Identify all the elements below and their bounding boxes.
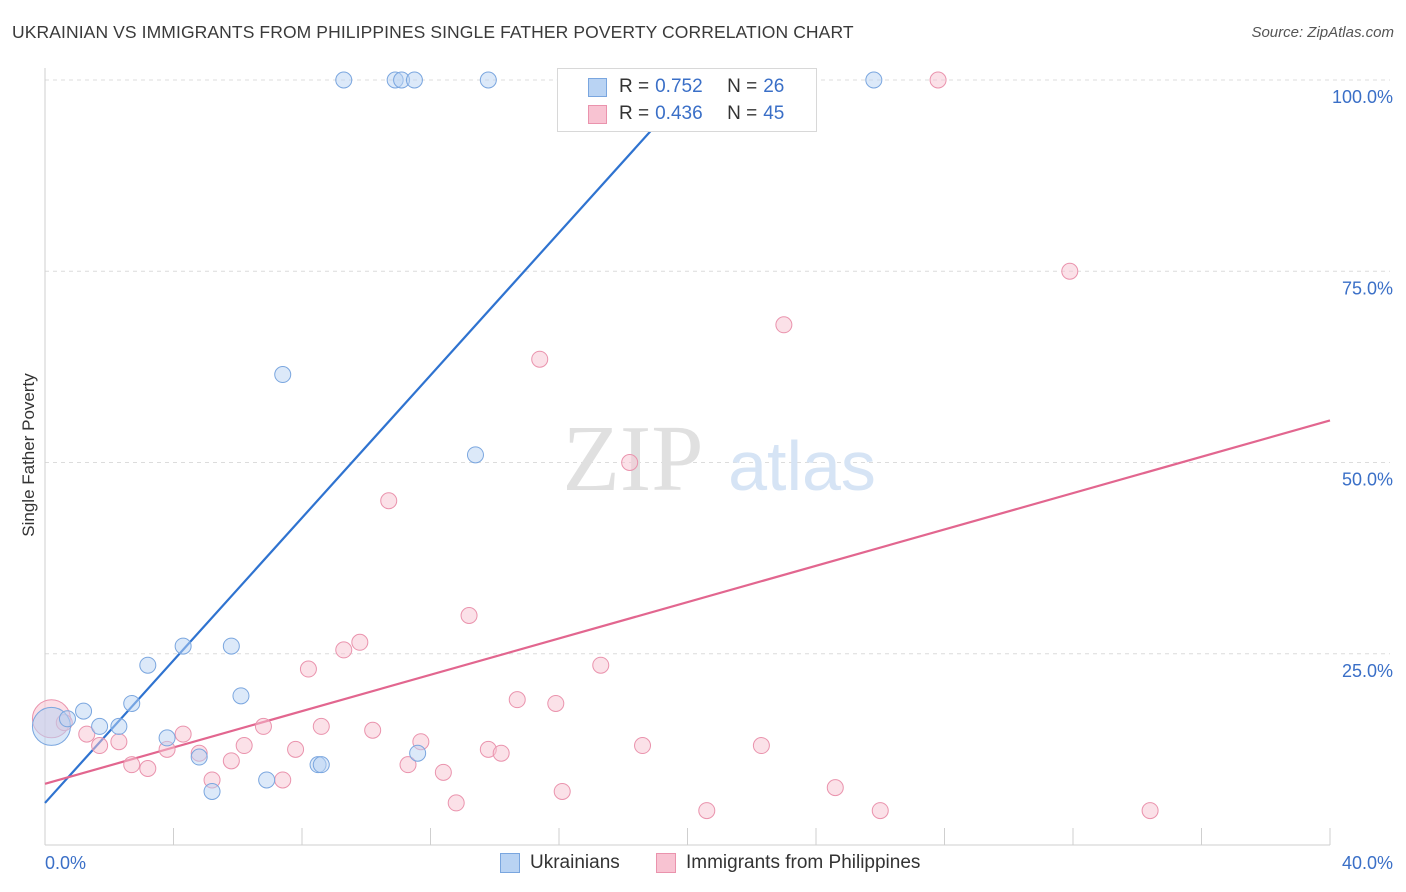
point-philippines	[634, 737, 652, 755]
point-philippines	[434, 763, 452, 781]
point-philippines	[1141, 802, 1159, 820]
watermark: ZIP atlas	[563, 407, 876, 511]
point-philippines	[399, 756, 417, 774]
point-philippines	[222, 752, 240, 770]
point-philippines	[235, 737, 253, 755]
point-philippines	[826, 779, 844, 797]
legend-row-ukrainians: R = 0.752 N = 26	[558, 74, 784, 100]
point-philippines	[174, 725, 192, 743]
point-ukrainians	[409, 744, 427, 762]
point-philippines	[775, 316, 793, 334]
legend-swatch-pink	[588, 104, 607, 124]
point-ukrainians	[258, 771, 276, 789]
legend-r-label: R =	[619, 103, 650, 124]
legend-swatch-blue	[500, 853, 520, 873]
point-philippines	[447, 794, 465, 812]
legend-item-ukrainians[interactable]: Ukrainians	[500, 852, 620, 874]
y-tick-label: 75.0%	[1342, 278, 1393, 298]
point-philippines	[547, 694, 565, 712]
point-ukrainians	[405, 71, 423, 89]
point-philippines	[351, 633, 369, 651]
point-philippines	[871, 802, 889, 820]
point-ukrainians	[479, 71, 497, 89]
point-philippines	[312, 717, 330, 735]
point-ukrainians	[274, 366, 292, 384]
point-philippines	[621, 454, 639, 471]
legend-row-philippines: R = 0.436 N = 45	[558, 101, 784, 127]
point-ukrainians	[75, 702, 93, 720]
point-ukrainians	[865, 71, 883, 89]
point-philippines	[1061, 262, 1079, 280]
legend-n-label: N =	[727, 76, 758, 97]
y-axis-label: Single Father Poverty	[19, 373, 38, 537]
y-tick-label: 25.0%	[1342, 661, 1393, 681]
point-philippines	[553, 782, 571, 800]
point-philippines	[592, 656, 610, 674]
watermark-atlas: atlas	[728, 427, 876, 505]
point-ukrainians	[335, 71, 353, 89]
point-ukrainians	[139, 656, 157, 674]
legend-swatch-blue	[588, 77, 607, 97]
legend-label: Immigrants from Philippines	[686, 852, 921, 873]
point-philippines	[508, 691, 526, 709]
legend-swatch-pink	[656, 853, 676, 873]
point-philippines	[139, 760, 157, 777]
correlation-legend: R = 0.752 N = 26 R = 0.436 N = 45	[557, 68, 817, 132]
point-philippines	[698, 802, 716, 820]
point-philippines	[287, 740, 305, 758]
y-tick-label: 100.0%	[1332, 87, 1393, 107]
point-philippines	[492, 744, 510, 762]
tick-labels: 25.0% 50.0% 75.0% 100.0% 0.0% 40.0%	[45, 87, 1393, 873]
point-philippines	[78, 725, 96, 743]
source-note: Source: ZipAtlas.com	[1251, 24, 1394, 41]
point-ukrainians	[190, 748, 208, 766]
point-philippines	[110, 733, 128, 751]
point-ukrainians	[312, 756, 330, 774]
point-ukrainians	[174, 637, 192, 655]
point-ukrainians	[110, 717, 128, 735]
chart-title: UKRAINIAN VS IMMIGRANTS FROM PHILIPPINES…	[12, 22, 854, 42]
legend-n-value: 45	[763, 103, 785, 124]
legend-label: Ukrainians	[530, 852, 620, 873]
point-ukrainians	[232, 687, 250, 705]
trend-line-ukrainians	[44, 71, 705, 804]
point-ukrainians	[158, 729, 176, 747]
point-ukrainians	[91, 717, 109, 735]
point-philippines	[91, 737, 109, 755]
point-philippines	[460, 607, 478, 624]
gridlines	[45, 79, 1390, 655]
point-ukrainians	[466, 446, 484, 464]
point-philippines	[531, 350, 549, 368]
legend-r-value: 0.436	[655, 103, 703, 124]
point-ukrainians	[123, 694, 141, 712]
point-ukrainians	[203, 782, 221, 800]
point-philippines	[752, 737, 770, 755]
legend-r-value: 0.752	[655, 76, 703, 97]
data-points	[31, 71, 1159, 820]
point-philippines	[929, 71, 947, 89]
point-philippines	[123, 756, 141, 774]
point-philippines	[254, 717, 272, 735]
legend-n-label: N =	[727, 103, 758, 124]
point-philippines	[274, 771, 292, 789]
legend-r-label: R =	[619, 76, 650, 97]
x-tick-label: 40.0%	[1342, 853, 1393, 873]
point-philippines	[364, 721, 382, 739]
point-philippines	[380, 492, 398, 510]
legend-item-philippines[interactable]: Immigrants from Philippines	[656, 852, 920, 874]
legend-n-value: 26	[763, 76, 785, 97]
point-ukrainians	[222, 637, 240, 655]
point-philippines	[335, 641, 353, 659]
point-ukrainians	[58, 710, 76, 728]
series-legend: Ukrainians Immigrants from Philippines	[0, 852, 1406, 878]
point-philippines	[299, 660, 317, 678]
x-tick-label: 0.0%	[45, 853, 86, 873]
y-tick-label: 50.0%	[1342, 470, 1393, 490]
